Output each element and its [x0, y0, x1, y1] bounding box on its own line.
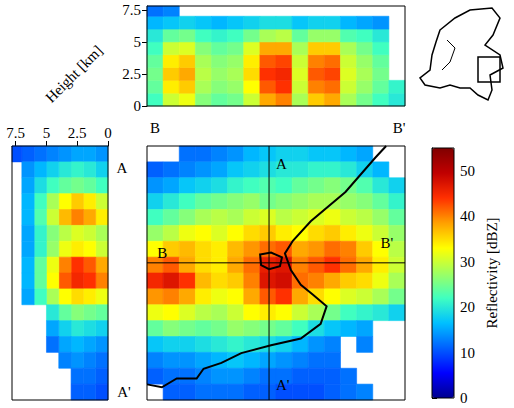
svg-text:20: 20: [460, 299, 475, 315]
svg-text:50: 50: [460, 163, 475, 179]
svg-text:0: 0: [104, 125, 112, 141]
svg-text:A': A': [117, 384, 131, 400]
svg-text:B': B': [393, 120, 406, 136]
svg-text:A: A: [117, 160, 128, 176]
svg-text:10: 10: [460, 345, 475, 361]
svg-text:Height [km]: Height [km]: [42, 42, 105, 105]
svg-text:A': A': [276, 377, 290, 393]
svg-text:7.5: 7.5: [6, 125, 25, 141]
svg-text:2.5: 2.5: [68, 125, 87, 141]
svg-text:B: B: [157, 245, 167, 261]
svg-text:A: A: [276, 156, 287, 172]
svg-text:40: 40: [460, 208, 475, 224]
svg-text:5: 5: [134, 34, 142, 50]
svg-text:B': B': [381, 235, 394, 251]
svg-text:0: 0: [460, 390, 468, 406]
svg-text:0: 0: [134, 98, 142, 114]
svg-text:Reflectivity [dBZ]: Reflectivity [dBZ]: [484, 217, 500, 328]
svg-text:2.5: 2.5: [122, 66, 141, 82]
svg-text:30: 30: [460, 254, 475, 270]
svg-text:7.5: 7.5: [122, 2, 141, 18]
svg-text:5: 5: [43, 125, 51, 141]
svg-text:B: B: [150, 120, 160, 136]
